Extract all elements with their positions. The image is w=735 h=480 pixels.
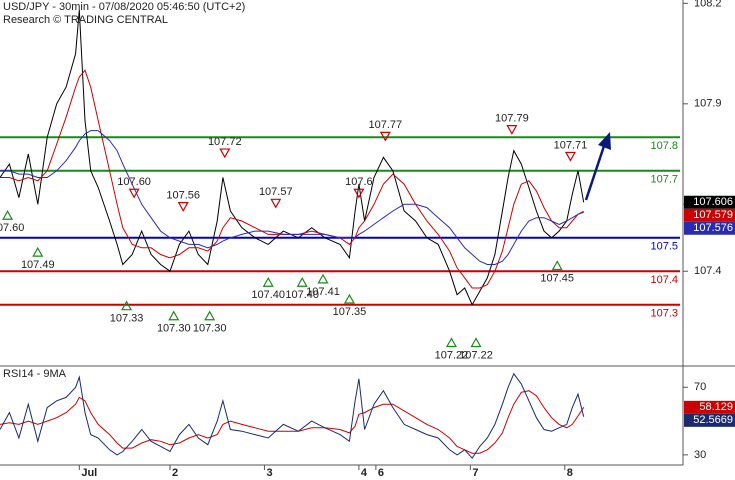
resistance-label: 107.60: [117, 176, 151, 188]
y-tick-label: 107.4: [694, 265, 722, 277]
level-label: 107.5: [650, 241, 678, 253]
x-tick-label: 4: [361, 467, 368, 479]
last-value-label: 107.606: [693, 196, 733, 208]
x-tick-label: 3: [266, 467, 272, 479]
level-label: 107.7: [650, 174, 678, 186]
series-line: [0, 9, 585, 306]
last-value-box: [684, 195, 735, 209]
support-marker: [168, 310, 180, 321]
y-tick-label: 30: [694, 449, 706, 461]
support-marker: [445, 337, 457, 348]
arrow-head: [598, 132, 611, 150]
last-value-label: 107.576: [693, 222, 733, 234]
resistance-marker: [219, 148, 231, 159]
support-marker: [32, 246, 44, 257]
rsi-title: RSI14 - 9MA: [3, 368, 67, 380]
last-value-label: 58.129: [699, 401, 733, 413]
x-tick-label: 2: [172, 467, 178, 479]
level-label: 107.8: [650, 140, 678, 152]
support-label: 107.60: [0, 222, 24, 234]
support-label: 107.40: [285, 289, 319, 301]
level-label: 107.3: [650, 308, 678, 320]
last-value-label: 107.579: [693, 209, 733, 221]
y-tick-label: 107.9: [694, 98, 722, 110]
support-label: 107.41: [306, 286, 340, 298]
chart-title: USD/JPY - 30min - 07/08/2020 05:46:50 (U…: [3, 1, 245, 13]
support-label: 107.30: [157, 323, 191, 335]
support-marker: [204, 310, 216, 321]
x-tick-label: 6: [378, 467, 384, 479]
resistance-marker: [353, 188, 365, 199]
last-value-box: [684, 208, 735, 222]
support-label: 107.35: [333, 306, 367, 318]
last-value-label: 52.5669: [693, 414, 733, 426]
resistance-marker: [128, 188, 140, 199]
support-marker: [470, 337, 482, 348]
y-tick-label: 70: [694, 381, 706, 393]
support-label: 107.30: [193, 323, 227, 335]
support-marker: [317, 273, 329, 284]
series-line: [0, 69, 584, 289]
arrow-shaft: [584, 145, 606, 201]
support-label: 107.45: [540, 272, 574, 284]
level-label: 107.4: [650, 274, 678, 286]
support-label: 107.40: [251, 289, 285, 301]
last-value-box: [684, 413, 735, 427]
x-tick-label: 7: [472, 467, 478, 479]
last-value-box: [684, 221, 735, 235]
x-tick-label: 8: [567, 467, 573, 479]
last-value-box: [684, 400, 735, 414]
resistance-marker: [506, 125, 518, 135]
source: Research © TRADING CENTRAL: [3, 14, 168, 26]
support-marker: [296, 277, 308, 287]
support-marker: [551, 260, 563, 271]
resistance-marker: [379, 131, 391, 142]
resistance-label: 107.72: [208, 136, 242, 148]
y-tick-label: 108.2: [694, 0, 722, 9]
support-label: 107.33: [110, 313, 144, 325]
resistance-marker: [564, 151, 576, 162]
resistance-marker: [177, 202, 189, 212]
support-marker: [343, 293, 355, 304]
series-line: [0, 390, 585, 454]
resistance-marker: [270, 198, 282, 209]
resistance-label: 107.57: [259, 186, 293, 198]
support-label: 107.22: [435, 349, 469, 361]
support-marker: [2, 210, 14, 220]
forecast-arrow: [584, 132, 611, 201]
support-marker: [262, 277, 274, 287]
resistance-label: 107.6: [345, 176, 373, 188]
support-label: 107.49: [21, 259, 55, 271]
support-label: 107.22: [459, 349, 493, 361]
resistance-label: 107.71: [554, 139, 588, 151]
support-marker: [121, 300, 133, 311]
resistance-label: 107.56: [166, 190, 200, 202]
resistance-label: 107.77: [369, 119, 403, 131]
series-line: [0, 372, 585, 460]
resistance-label: 107.79: [495, 113, 529, 125]
x-tick-label: Jul: [81, 467, 97, 479]
series-line: [0, 130, 584, 265]
